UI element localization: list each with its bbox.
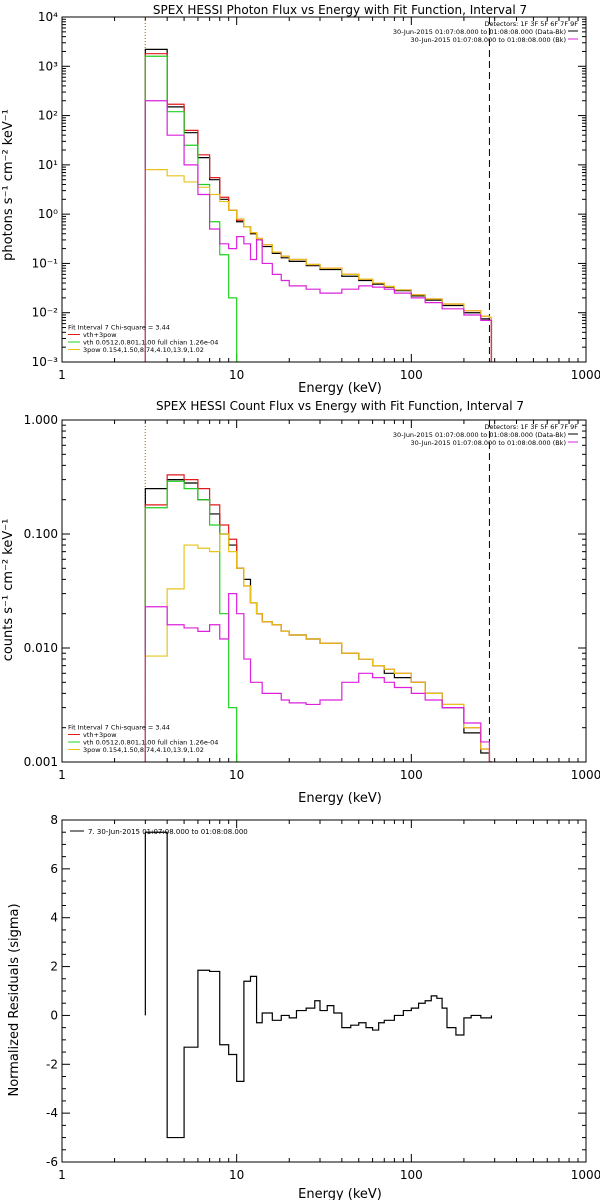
x-tick-label: 100 bbox=[400, 368, 423, 382]
series-group bbox=[144, 17, 493, 362]
y-tick-label: 0 bbox=[50, 1008, 58, 1022]
series-line-2 bbox=[144, 55, 240, 362]
y-tick-label: 0.100 bbox=[24, 527, 58, 541]
count-flux-panel: SPEX HESSI Count Flux vs Energy with Fit… bbox=[1, 399, 600, 806]
chart-title: SPEX HESSI Photon Flux vs Energy with Fi… bbox=[153, 3, 527, 17]
x-axis-label: Energy (keV) bbox=[298, 791, 382, 806]
series-line-2 bbox=[144, 480, 240, 762]
plot-frame bbox=[61, 819, 587, 1163]
legend-entry: Fit Interval 7 Chi-square = 3.44 bbox=[68, 324, 170, 332]
y-tick-label: 10⁰ bbox=[38, 207, 58, 221]
y-tick-label: -2 bbox=[46, 1057, 58, 1071]
plot-area bbox=[144, 420, 493, 762]
y-tick-label: -4 bbox=[46, 1106, 58, 1120]
y-tick-label: -6 bbox=[46, 1155, 58, 1169]
series-line-4 bbox=[144, 100, 493, 362]
y-tick-label: 4 bbox=[50, 911, 58, 925]
series-group bbox=[144, 831, 493, 1139]
y-tick-label: 10⁻¹ bbox=[32, 256, 59, 270]
y-tick-label: 10¹ bbox=[38, 158, 58, 172]
series-line-1 bbox=[144, 53, 493, 362]
y-tick-label: 10⁻³ bbox=[32, 355, 59, 369]
y-tick-label: 0.010 bbox=[24, 641, 58, 655]
series-line-3 bbox=[144, 169, 493, 362]
legend-entry: 3pow 0.154,1.50,8.74,4.10,13.9,1.02 bbox=[83, 346, 204, 354]
series-line-0 bbox=[144, 479, 493, 762]
legend-bottom: Fit Interval 7 Chi-square = 3.44vth+3pow… bbox=[68, 724, 218, 754]
legend-top: 7. 30-Jun-2015 01:07:08.000 to 01:08:08.… bbox=[70, 828, 248, 836]
axis-ticks: 1 10 100 1000 10⁻³ 10⁻² 10⁻¹ 10⁰ 10¹ 10² 10³ 10⁴ bbox=[32, 10, 600, 382]
x-tick-label: 10 bbox=[229, 368, 244, 382]
legend-entry: vth+3pow bbox=[83, 331, 117, 339]
y-tick-label: 10³ bbox=[38, 59, 58, 73]
x-axis-label: Energy (keV) bbox=[298, 1187, 382, 1200]
legend-top: Detectors: 1F 3F 5F 6F 7F 9F30-Jun-2015 … bbox=[393, 423, 578, 447]
axis-ticks: 1 10 100 1000 0.001 0.010 0.100 1.000 bbox=[24, 413, 600, 782]
y-tick-label: 0.001 bbox=[24, 755, 58, 769]
x-tick-label: 1 bbox=[58, 768, 66, 782]
y-axis-label: counts s⁻¹ cm⁻² keV⁻¹ bbox=[1, 519, 16, 662]
plot-area bbox=[144, 831, 493, 1139]
x-tick-label: 100 bbox=[400, 768, 423, 782]
series-line-4 bbox=[144, 593, 493, 762]
legend-entry: 30-Jun-2015 01:07:08.000 to 01:08:08.000… bbox=[411, 36, 566, 44]
legend-entry: vth 0.0512,0.801,1.00 full chian 1.26e-0… bbox=[83, 739, 218, 747]
x-tick-label: 1000 bbox=[571, 1168, 600, 1182]
series-line-3 bbox=[144, 533, 493, 762]
photon-flux-panel: SPEX HESSI Photon Flux vs Energy with Fi… bbox=[1, 3, 600, 396]
legend-entry: Fit Interval 7 Chi-square = 3.44 bbox=[68, 724, 170, 732]
y-axis-label: Normalized Residuals (sigma) bbox=[7, 903, 22, 1096]
series-line-0 bbox=[144, 831, 493, 1139]
legend-bottom: Fit Interval 7 Chi-square = 3.44vth+3pow… bbox=[68, 324, 218, 354]
x-tick-label: 1000 bbox=[571, 768, 600, 782]
x-tick-label: 1 bbox=[58, 368, 66, 382]
x-tick-label: 10 bbox=[229, 1168, 244, 1182]
y-tick-label: 2 bbox=[50, 960, 58, 974]
legend-entry: vth 0.0512,0.801,1.00 full chian 1.26e-0… bbox=[83, 339, 218, 347]
plot-frame bbox=[61, 16, 587, 363]
chart-title: SPEX HESSI Count Flux vs Energy with Fit… bbox=[156, 399, 524, 413]
legend-entry: 30-Jun-2015 01:07:08.000 to 01:08:08.000… bbox=[393, 431, 566, 439]
legend-entry: Detectors: 1F 3F 5F 6F 7F 9F bbox=[484, 20, 578, 28]
series-line-0 bbox=[144, 48, 493, 362]
x-axis-label: Energy (keV) bbox=[298, 381, 382, 396]
y-tick-label: 8 bbox=[50, 813, 58, 827]
y-tick-label: 10⁻² bbox=[32, 306, 59, 320]
y-axis-label: photons s⁻¹ cm⁻² keV⁻¹ bbox=[1, 109, 16, 261]
legend-top: Detectors: 1F 3F 5F 6F 7F 9F30-Jun-2015 … bbox=[393, 20, 578, 44]
x-tick-label: 1000 bbox=[571, 368, 600, 382]
y-tick-label: 6 bbox=[50, 862, 58, 876]
y-tick-label: 1.000 bbox=[24, 413, 58, 427]
y-tick-label: 10² bbox=[38, 109, 58, 123]
legend-entry: 30-Jun-2015 01:07:08.000 to 01:08:08.000… bbox=[411, 439, 566, 447]
legend-entry: 3pow 0.154,1.50,8.74,4.10,13.9,1.02 bbox=[83, 746, 204, 754]
legend-entry: 7. 30-Jun-2015 01:07:08.000 to 01:08:08.… bbox=[88, 828, 248, 836]
y-tick-label: 10⁴ bbox=[38, 10, 58, 24]
residuals-panel: Energy (keV) Normalized Residuals (sigma… bbox=[7, 813, 600, 1200]
series-group bbox=[144, 420, 493, 762]
x-tick-label: 10 bbox=[229, 768, 244, 782]
legend-entry: vth+3pow bbox=[83, 731, 117, 739]
legend-entry: 30-Jun-2015 01:07:08.000 to 01:08:08.000… bbox=[393, 28, 566, 36]
plot-frame bbox=[61, 419, 587, 763]
legend-entry: Detectors: 1F 3F 5F 6F 7F 9F bbox=[484, 423, 578, 431]
axis-ticks: 1 10 100 1000 -6 -4 -2 0 2 4 6 8 bbox=[46, 813, 600, 1182]
x-tick-label: 1 bbox=[58, 1168, 66, 1182]
plot-area bbox=[144, 17, 493, 362]
x-tick-label: 100 bbox=[400, 1168, 423, 1182]
